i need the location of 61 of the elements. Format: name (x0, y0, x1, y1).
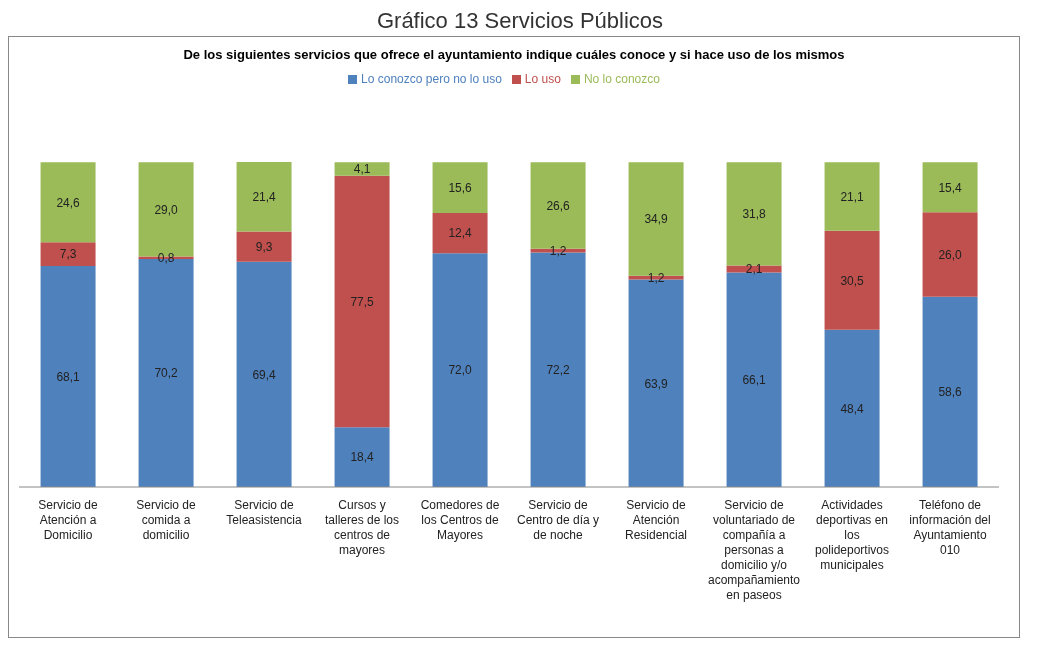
data-label: 21,4 (252, 190, 277, 204)
x-tick-label: Cursos y talleres de los centros de mayores (324, 498, 400, 557)
bar (432, 162, 488, 213)
data-label: 63,9 (644, 376, 669, 391)
x-tick-label: Servicio de comida a domicilio (136, 498, 196, 542)
data-label: 77,5 (350, 294, 375, 309)
legend-label: Lo uso (524, 72, 561, 86)
data-label: 68,1 (56, 369, 81, 384)
x-tick-label: Servicio de voluntariado de compañía a personas a domicilio y/o acompañamiento en paseos (707, 498, 801, 602)
x-tick-label: Comedores de los Centros de Mayores (420, 498, 500, 542)
bar (334, 175, 390, 428)
x-tick-label: Servicio de Centro de día y de noche (516, 498, 600, 542)
legend-label: Lo conozco pero no lo uso (361, 72, 502, 86)
data-label: 12,4 (448, 226, 473, 241)
data-label: 21,1 (840, 189, 865, 204)
bar (334, 427, 390, 487)
legend-label: No lo conozco (583, 72, 660, 86)
data-label: 18,4 (350, 450, 375, 465)
data-label: 2,1 (745, 262, 763, 277)
x-tick-label: Servicio de Atención Residencial (624, 498, 688, 542)
data-label: 4,1 (353, 162, 371, 177)
bar (922, 162, 978, 213)
x-tick-label: Servicio de Teleasistencia (226, 498, 303, 527)
data-label: 7,3 (59, 247, 77, 262)
bar (432, 253, 488, 487)
data-label: 70,2 (154, 366, 179, 381)
data-label: 26,6 (546, 198, 571, 213)
bar (824, 230, 880, 330)
bar (236, 261, 292, 487)
data-label: 66,1 (742, 372, 767, 387)
data-label: 30,5 (840, 273, 865, 288)
data-label: 69,4 (252, 367, 277, 382)
data-label: 72,0 (448, 363, 473, 378)
data-label: 15,6 (448, 180, 473, 195)
bar (922, 212, 978, 297)
bar (40, 265, 96, 487)
chart-subtitle: De los siguientes servicios que ofrece el ayuntamiento indique cuáles conoce y si hace uso de los mismos (182, 47, 846, 62)
bar (40, 242, 96, 266)
data-label: 58,6 (938, 385, 963, 400)
bar (40, 162, 96, 243)
bar (236, 231, 292, 262)
chart-title: Gráfico 13 Servicios Públicos (375, 8, 665, 35)
x-tick-label: Teléfono de información del Ayuntamiento 010 (909, 498, 991, 557)
data-label: 72,2 (546, 363, 571, 378)
bar (824, 162, 880, 231)
data-label: 15,4 (938, 180, 963, 195)
data-label: 48,4 (840, 401, 865, 416)
x-tick-label: Actividades deportivas en los polideportivos municipales (814, 498, 890, 572)
data-label: 26,0 (938, 247, 963, 262)
bar (824, 329, 880, 487)
data-label: 9,3 (255, 239, 273, 254)
x-tick-label: Servicio de Atención a Domicilio (38, 498, 98, 542)
data-label: 31,8 (742, 207, 767, 222)
bar (922, 296, 978, 487)
data-label: 29,0 (154, 202, 179, 217)
bar (432, 212, 488, 254)
bar (726, 162, 782, 266)
data-label: 34,9 (644, 212, 669, 227)
bar (334, 162, 390, 176)
bar (236, 162, 292, 232)
data-label: 24,6 (56, 195, 81, 210)
